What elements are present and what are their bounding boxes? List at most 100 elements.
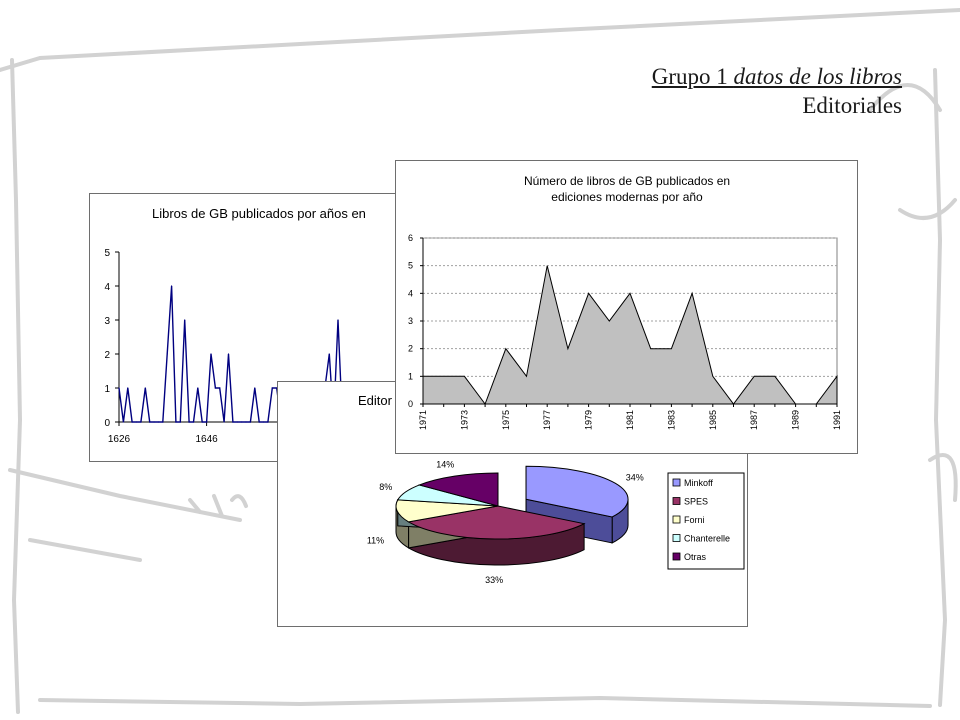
legend-label-spes: SPES <box>684 497 708 507</box>
y-tick-label: 0 <box>104 418 110 429</box>
data-point <box>118 387 120 389</box>
slide-title-emphasis: datos de los libros <box>733 64 902 89</box>
x-tick-label: 1975 <box>501 410 511 430</box>
x-tick-label: 1979 <box>584 410 594 430</box>
data-point <box>254 387 256 389</box>
background-stroke <box>0 8 960 72</box>
data-point <box>337 319 339 321</box>
pie-slice-label: 33% <box>485 575 503 585</box>
y-tick-label: 4 <box>104 282 110 293</box>
legend-label-forni: Forni <box>684 515 705 525</box>
x-tick-label: 1973 <box>459 410 469 430</box>
data-point <box>184 319 186 321</box>
data-point <box>214 387 216 389</box>
data-point <box>157 421 160 423</box>
data-point <box>328 353 330 355</box>
data-point <box>201 421 203 423</box>
data-point <box>241 421 243 423</box>
data-point <box>227 353 230 355</box>
data-point <box>179 421 181 423</box>
x-tick-label: 1983 <box>666 410 676 430</box>
data-point <box>131 421 133 423</box>
data-point <box>236 421 238 423</box>
y-tick-label: 2 <box>408 344 413 354</box>
background-stroke <box>188 494 248 518</box>
legend-label-minkoff: Minkoff <box>684 478 713 488</box>
modern-chart-title-line-2: ediciones modernas por año <box>551 190 703 204</box>
pie-legend <box>667 472 745 570</box>
data-point <box>197 387 199 389</box>
data-point <box>166 353 168 355</box>
data-point <box>135 421 138 423</box>
data-point <box>162 421 164 423</box>
data-point <box>271 387 273 389</box>
slide-title-line-1: Grupo 1 datos de los libros <box>652 62 902 91</box>
y-tick-label: 5 <box>408 261 413 271</box>
y-tick-label: 2 <box>104 350 110 361</box>
data-point <box>122 421 124 423</box>
publishers-pie-chart: Editor 34% 33% 11% 8% 14% Minkoff SPES Forni Ch… <box>358 393 745 585</box>
data-point <box>149 421 151 423</box>
y-tick-label: 5 <box>104 248 110 259</box>
x-tick-label: 1985 <box>708 410 718 430</box>
x-tick-label: 1971 <box>418 410 428 430</box>
x-tick-label: 1991 <box>832 410 842 430</box>
data-point <box>232 421 234 423</box>
pie-slice-label: 8% <box>379 482 392 492</box>
background-stroke <box>868 83 942 112</box>
modern-editions-chart: Número de libros de GB publicados en edi… <box>408 174 842 430</box>
background-stroke <box>933 68 948 707</box>
y-tick-label: 3 <box>408 316 413 326</box>
x-tick-label: 1977 <box>542 410 552 430</box>
data-point <box>127 387 129 389</box>
data-point <box>192 421 195 423</box>
data-point <box>188 421 190 423</box>
legend-swatch-otras <box>672 552 681 561</box>
legend-swatch-minkoff <box>672 478 681 487</box>
data-point <box>267 421 269 423</box>
data-point <box>258 421 260 423</box>
background-stroke <box>10 58 23 714</box>
legend-swatch-spes <box>672 497 681 505</box>
pie-slice-label: 11% <box>367 535 384 545</box>
data-point <box>153 421 155 423</box>
y-tick-label: 3 <box>104 316 110 327</box>
data-point <box>175 421 177 423</box>
legend-swatch-forni <box>672 515 681 524</box>
pie-slice-otras <box>417 472 499 507</box>
data-point <box>206 421 208 423</box>
data-point <box>249 421 252 423</box>
data-point <box>210 353 212 355</box>
background-stroke <box>928 453 958 502</box>
background-stroke <box>898 198 957 220</box>
background-stroke <box>28 538 142 562</box>
data-point <box>223 421 225 423</box>
pie-slice-label: 34% <box>626 473 644 483</box>
data-point <box>144 387 146 389</box>
historical-chart-title: Libros de GB publicados por años en <box>152 206 366 221</box>
slide-subtitle: Editoriales <box>802 93 902 118</box>
data-point <box>170 285 173 287</box>
x-tick-label: 1981 <box>625 410 635 430</box>
modern-chart-panel: Número de libros de GB publicados en edi… <box>395 160 858 454</box>
publishers-chart-title: Editor <box>358 393 393 408</box>
background-stroke <box>8 468 242 522</box>
pie-slice-label: 14% <box>436 460 454 470</box>
legend-swatch-chanterelle <box>672 534 681 542</box>
slide-title-prefix: Grupo 1 <box>651 64 734 89</box>
y-tick-label: 1 <box>408 371 413 381</box>
x-tick-label: 1989 <box>791 410 801 430</box>
modern-chart-title-line-1: Número de libros de GB publicados en <box>524 174 730 188</box>
y-tick-label: 4 <box>408 288 413 298</box>
legend-label-otras: Otras <box>684 552 707 562</box>
x-tick-label: 1626 <box>108 434 131 445</box>
legend-label-chanterelle: Chanterelle <box>684 534 730 544</box>
data-point <box>262 421 265 423</box>
data-point <box>245 421 247 423</box>
data-point <box>140 421 142 423</box>
y-tick-label: 0 <box>408 399 413 409</box>
background-stroke <box>38 695 932 708</box>
x-tick-label: 1646 <box>195 434 218 445</box>
y-tick-label: 1 <box>104 384 110 395</box>
